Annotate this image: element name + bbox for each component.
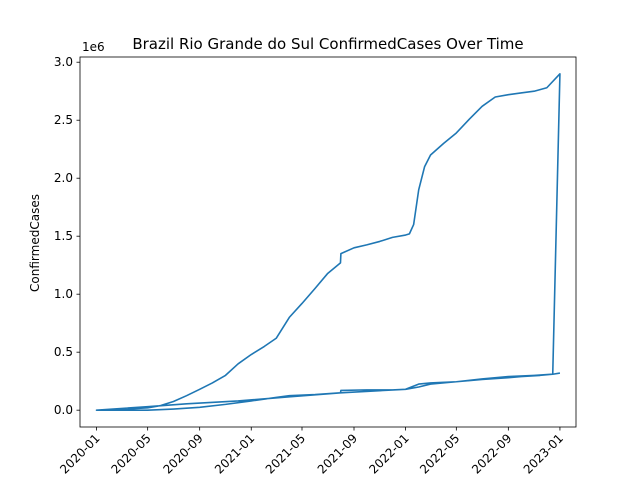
y-tick-label: 2.0 <box>54 171 73 185</box>
plot-frame <box>79 56 577 428</box>
chart-title: Brazil Rio Grande do Sul ConfirmedCases … <box>132 35 523 53</box>
y-scale-label: 1e6 <box>82 40 105 54</box>
y-tick-label: 0.0 <box>54 403 73 417</box>
y-tick-label: 2.5 <box>54 113 73 127</box>
y-tick-label: 3.0 <box>54 55 73 69</box>
y-tick-label: 1.5 <box>54 229 73 243</box>
y-axis-label: ConfirmedCases <box>28 194 42 292</box>
series-line-0 <box>95 73 561 411</box>
y-tick-label: 1.0 <box>54 287 73 301</box>
y-tick-label: 0.5 <box>54 345 73 359</box>
